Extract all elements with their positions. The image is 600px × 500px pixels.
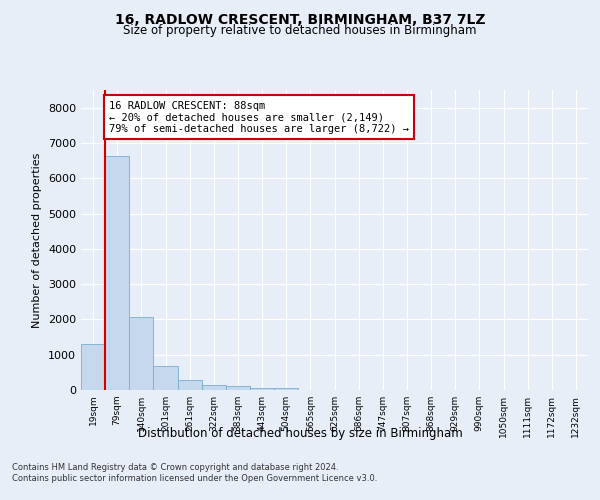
Bar	[129, 316, 154, 390]
Bar	[202, 385, 226, 390]
Bar	[105, 156, 129, 390]
Bar	[178, 380, 202, 390]
Text: Contains HM Land Registry data © Crown copyright and database right 2024.: Contains HM Land Registry data © Crown c…	[12, 462, 338, 471]
Bar	[250, 388, 274, 390]
Bar	[154, 366, 178, 390]
Text: Distribution of detached houses by size in Birmingham: Distribution of detached houses by size …	[137, 428, 463, 440]
Text: 16 RADLOW CRESCENT: 88sqm
← 20% of detached houses are smaller (2,149)
79% of se: 16 RADLOW CRESCENT: 88sqm ← 20% of detac…	[109, 100, 409, 134]
Bar	[81, 344, 105, 390]
Text: Contains public sector information licensed under the Open Government Licence v3: Contains public sector information licen…	[12, 474, 377, 483]
Y-axis label: Number of detached properties: Number of detached properties	[32, 152, 43, 328]
Text: 16, RADLOW CRESCENT, BIRMINGHAM, B37 7LZ: 16, RADLOW CRESCENT, BIRMINGHAM, B37 7LZ	[115, 12, 485, 26]
Bar	[274, 388, 298, 390]
Text: Size of property relative to detached houses in Birmingham: Size of property relative to detached ho…	[123, 24, 477, 37]
Bar	[226, 386, 250, 390]
